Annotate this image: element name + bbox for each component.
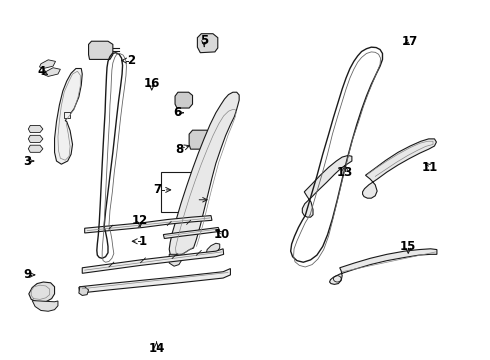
Polygon shape xyxy=(206,243,220,256)
Polygon shape xyxy=(163,228,220,239)
Polygon shape xyxy=(189,130,212,149)
Text: 10: 10 xyxy=(214,228,230,241)
Text: 1: 1 xyxy=(139,235,147,248)
Text: 5: 5 xyxy=(200,34,208,47)
Polygon shape xyxy=(28,135,43,143)
Polygon shape xyxy=(79,287,89,296)
Polygon shape xyxy=(169,92,239,257)
Text: 13: 13 xyxy=(337,166,353,179)
Polygon shape xyxy=(175,92,193,108)
Polygon shape xyxy=(363,139,437,198)
Polygon shape xyxy=(82,249,223,273)
Text: 3: 3 xyxy=(24,154,31,167)
Polygon shape xyxy=(28,145,43,152)
Polygon shape xyxy=(89,41,113,59)
Text: 11: 11 xyxy=(421,161,438,174)
Polygon shape xyxy=(28,125,43,132)
Polygon shape xyxy=(330,249,437,284)
Polygon shape xyxy=(32,301,58,311)
Polygon shape xyxy=(40,60,55,68)
Text: 6: 6 xyxy=(173,106,181,119)
Text: 15: 15 xyxy=(400,240,416,253)
Text: 14: 14 xyxy=(148,342,165,355)
Text: 9: 9 xyxy=(23,269,31,282)
Polygon shape xyxy=(64,112,70,117)
Text: 16: 16 xyxy=(144,77,160,90)
Text: 17: 17 xyxy=(402,35,418,48)
Polygon shape xyxy=(29,282,54,302)
Polygon shape xyxy=(45,68,60,76)
Text: 7: 7 xyxy=(153,183,162,197)
Text: 2: 2 xyxy=(127,54,135,67)
Text: 12: 12 xyxy=(132,214,148,227)
Polygon shape xyxy=(79,269,230,293)
Polygon shape xyxy=(85,216,212,233)
Polygon shape xyxy=(54,68,82,164)
Polygon shape xyxy=(302,156,352,217)
Text: 4: 4 xyxy=(38,65,46,78)
Text: 8: 8 xyxy=(175,143,184,156)
Bar xyxy=(161,172,196,212)
Polygon shape xyxy=(169,254,182,266)
Polygon shape xyxy=(197,34,218,53)
